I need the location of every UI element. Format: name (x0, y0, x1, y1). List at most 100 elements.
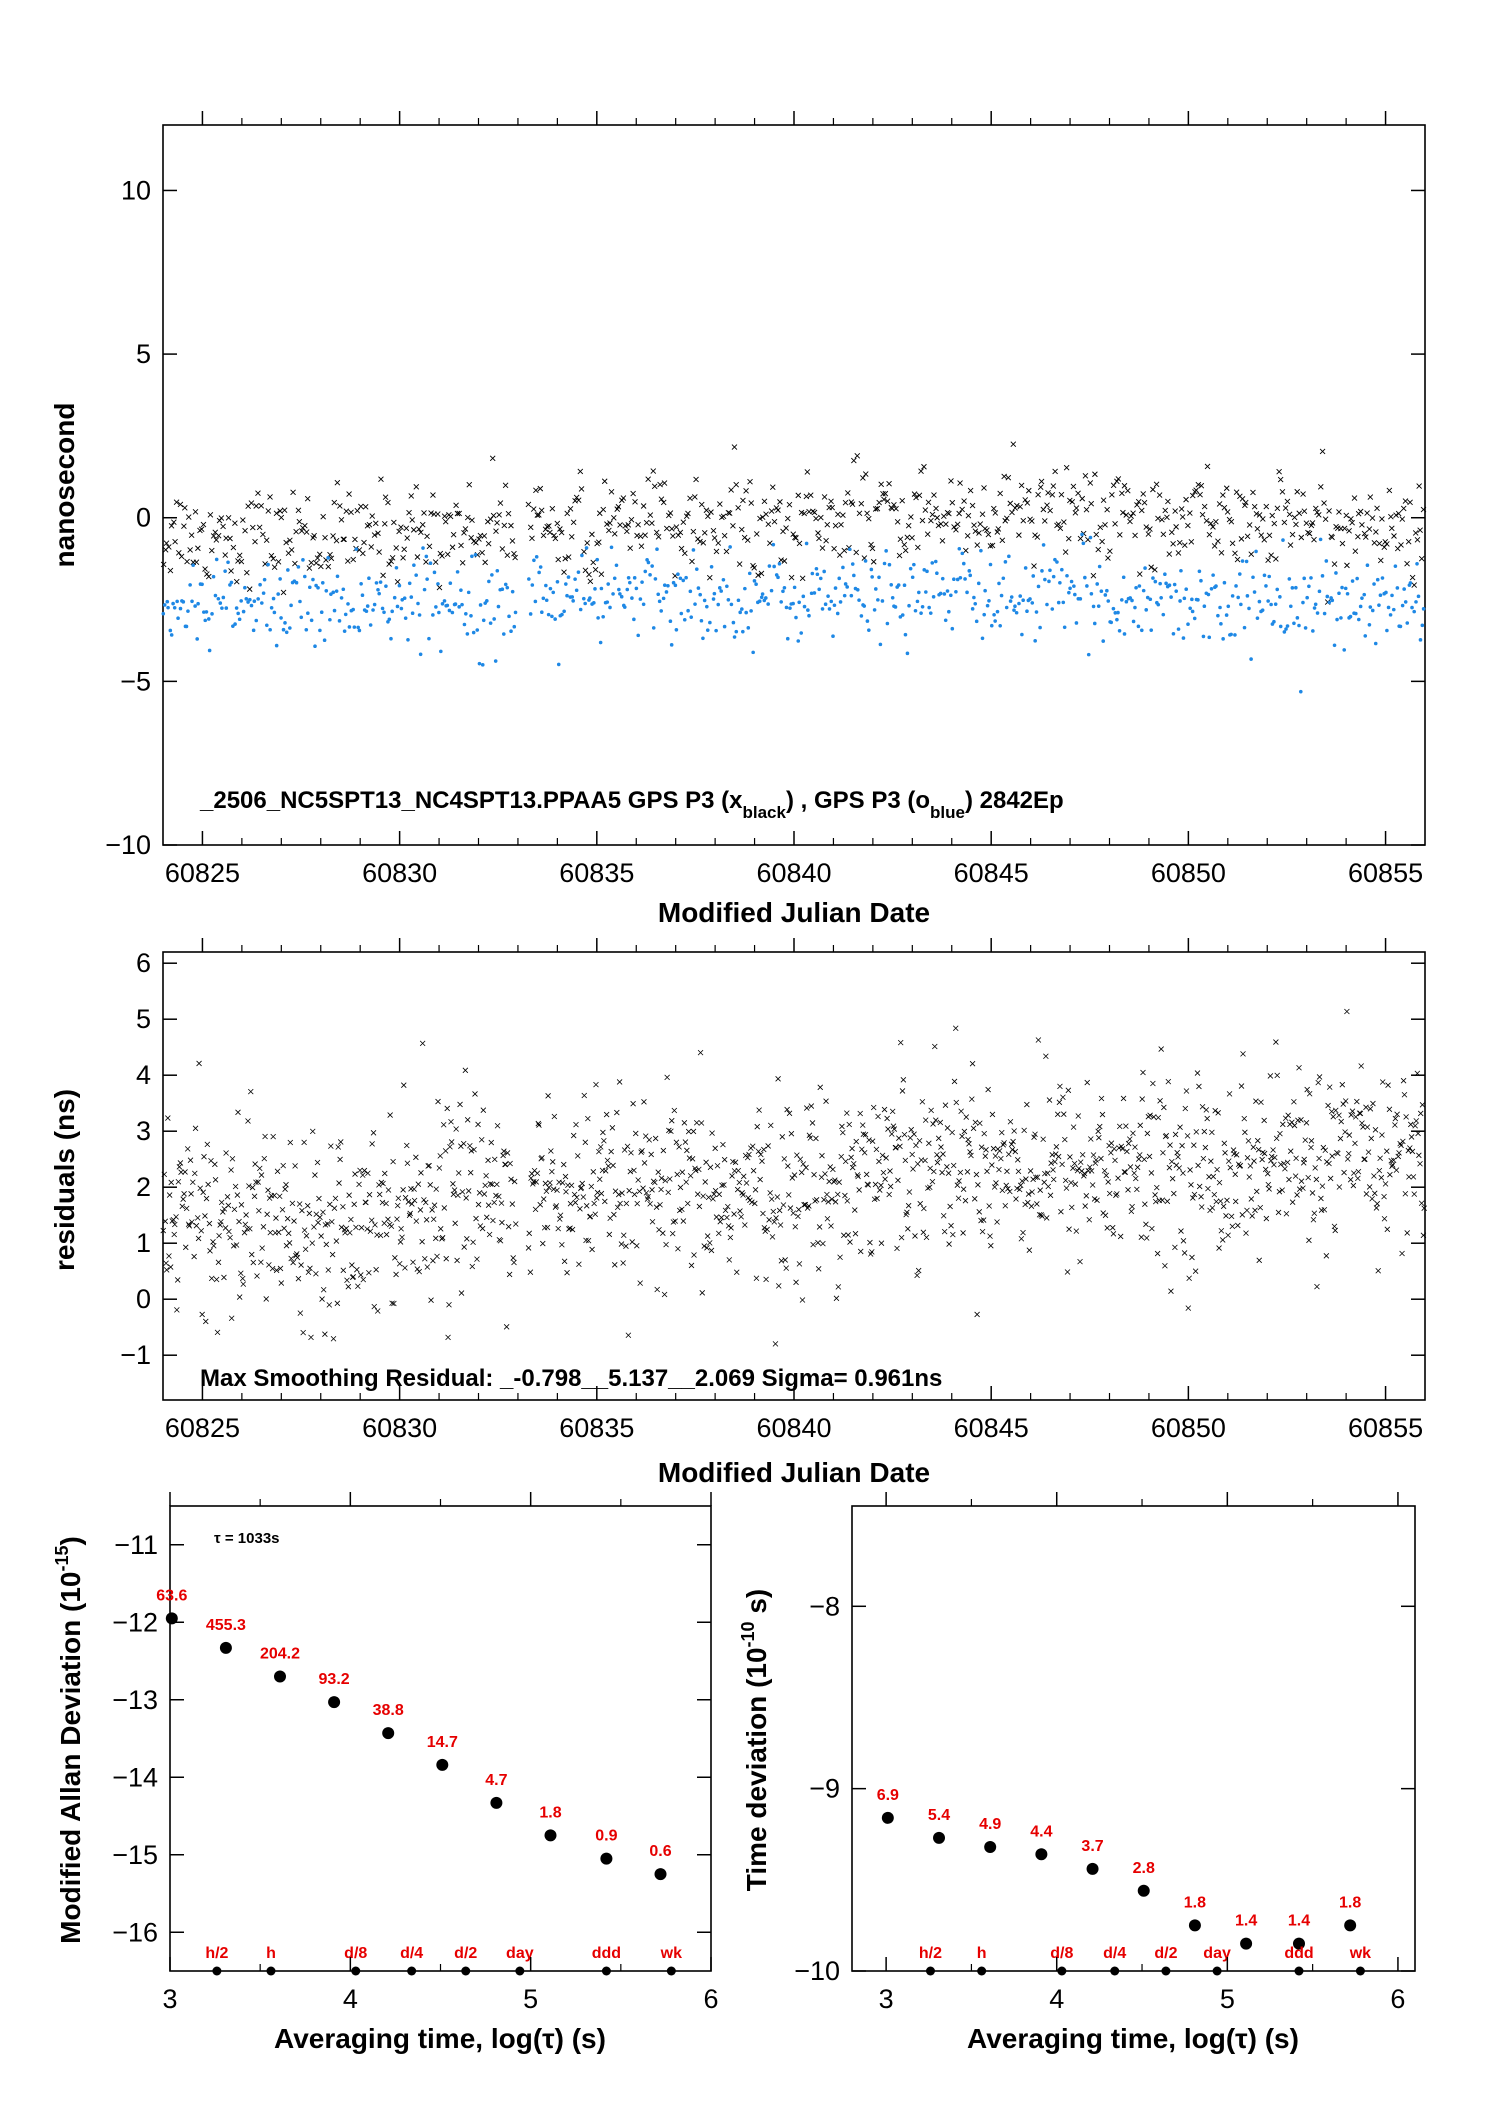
residual-point (305, 1269, 312, 1276)
residual-point (946, 1241, 952, 1247)
series-blue-point (1367, 622, 1372, 627)
series-blue-point (1240, 559, 1245, 563)
series-black-point (853, 549, 860, 556)
x-tick-label: 4 (1049, 1984, 1064, 2014)
residual-point (317, 1214, 323, 1221)
series-black-point (172, 538, 178, 545)
series-blue-point (592, 601, 596, 605)
x-tick-label: 60835 (559, 858, 634, 888)
residual-point (1216, 1179, 1223, 1186)
series-blue-point (806, 608, 810, 612)
series-black-point (540, 532, 547, 539)
residual-point (510, 1255, 516, 1261)
residual-point (208, 1275, 215, 1282)
residual-point (1222, 1150, 1228, 1156)
residual-point (409, 1201, 415, 1207)
residual-point (280, 1162, 286, 1169)
residual-point (480, 1107, 487, 1113)
residual-point (793, 1279, 799, 1286)
series-blue-point (605, 600, 610, 604)
series-blue-point (475, 628, 480, 632)
series-blue-point (696, 586, 701, 590)
series-black-point (1115, 476, 1122, 482)
residual-point (776, 1207, 783, 1214)
residual-point (1314, 1283, 1320, 1290)
residual-point (429, 1207, 435, 1213)
stability-point (881, 1811, 894, 1824)
residual-point (663, 1241, 669, 1248)
series-blue-point (606, 582, 611, 586)
series-blue-point (691, 548, 696, 552)
residual-point (1281, 1160, 1287, 1167)
residual-point (1246, 1174, 1253, 1180)
series-blue-point (719, 589, 723, 593)
residual-point (1147, 1112, 1153, 1119)
series-black-point (242, 527, 248, 534)
residual-point (809, 1120, 816, 1126)
residual-point (976, 1208, 983, 1215)
residual-point (578, 1184, 585, 1191)
residual-point (458, 1290, 465, 1296)
residual-point (1392, 1115, 1399, 1122)
series-blue-point (1103, 593, 1108, 597)
series-blue-point (1219, 622, 1223, 626)
series-black-point (316, 551, 323, 558)
series-blue-point (1420, 623, 1425, 628)
residual-point (460, 1140, 467, 1147)
series-black-point (715, 540, 722, 546)
series-black-point (295, 507, 302, 514)
series-blue-point (1247, 606, 1251, 611)
series-black-point (1218, 549, 1225, 556)
series-black-point (1373, 529, 1379, 535)
series-black-point (1376, 540, 1383, 547)
series-black-point (1128, 513, 1134, 520)
series-blue-point (614, 563, 619, 568)
series-black-point (248, 500, 255, 506)
series-blue-point (555, 579, 560, 584)
residual-point (482, 1182, 488, 1189)
series-blue-point (722, 624, 727, 629)
series-black-point (322, 534, 328, 541)
residual-point (794, 1152, 800, 1158)
series-black-point (1109, 491, 1115, 498)
residual-point (1104, 1225, 1111, 1231)
residual-point (1195, 1162, 1201, 1169)
series-black-point (1303, 520, 1310, 526)
series-black-point (188, 532, 195, 539)
residual-point (228, 1167, 234, 1173)
series-blue-point (1257, 599, 1262, 604)
series-black-point (1035, 491, 1041, 498)
series-black-point (525, 501, 532, 508)
residual-point (969, 1096, 975, 1102)
series-blue-point (1130, 598, 1134, 603)
residual-point (954, 1182, 961, 1188)
series-blue-point (1172, 582, 1177, 587)
series-black-point (1001, 473, 1007, 480)
residual-point (1233, 1152, 1240, 1158)
residual-point (417, 1207, 424, 1213)
series-black-point (1087, 480, 1094, 486)
residual-point (878, 1182, 884, 1189)
series-black-point (928, 517, 934, 524)
series-blue-point (1273, 602, 1278, 606)
series-black-point (1309, 520, 1316, 526)
series-blue-point (427, 636, 431, 641)
residual-point (1125, 1140, 1132, 1147)
residual-point (945, 1170, 952, 1176)
residual-point (1135, 1156, 1142, 1162)
series-blue-point (1190, 609, 1195, 614)
series-blue-point (1099, 589, 1104, 594)
series-black-point (187, 547, 193, 553)
series-blue-point (729, 602, 734, 607)
series-blue-point (266, 562, 270, 567)
series-blue-point (244, 597, 249, 601)
series-blue-point (1282, 630, 1287, 634)
stability-point (1240, 1937, 1253, 1950)
series-black-point (1095, 546, 1102, 553)
series-black-point (1092, 471, 1098, 478)
residual-point (674, 1171, 681, 1178)
series-blue-point (963, 577, 967, 581)
series-blue-point (403, 616, 408, 620)
series-blue-point (1356, 617, 1361, 622)
stability-value-label: 6.9 (877, 1787, 899, 1804)
